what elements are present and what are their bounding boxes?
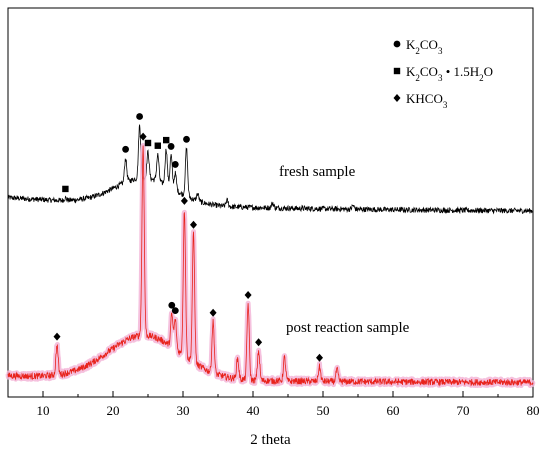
peak-marker-square-0-4 <box>154 142 161 149</box>
peak-marker-circle-1-3 <box>171 307 179 315</box>
peak-marker-diamond-1-4 <box>180 196 188 205</box>
series-label-fresh: fresh sample <box>279 164 356 180</box>
peak-marker-square-0-3 <box>144 139 152 147</box>
series-line-fresh <box>7 124 534 215</box>
legend-marker-square <box>393 67 401 75</box>
peak-marker-diamond-1-8 <box>255 338 263 347</box>
series-label-post: post reaction sample <box>286 320 410 336</box>
legend: K2CO3 K2CO3 • 1.5H2O KHCO3 <box>393 37 493 110</box>
plot-frame <box>7 7 534 398</box>
legend-marker-circle <box>393 40 401 48</box>
peak-marker-square-0-5 <box>163 136 170 144</box>
peak-marker-circle-0-6 <box>167 143 175 150</box>
x-tick-label: 10 <box>37 403 50 418</box>
peak-marker-diamond-1-6 <box>209 308 217 317</box>
peak-marker-diamond-1-7 <box>244 290 252 299</box>
legend-entry-label: K2CO3 <box>406 37 443 56</box>
peak-marker-circle-0-1 <box>122 145 129 153</box>
legend-entry-label: KHCO3 <box>406 91 448 110</box>
series-band-post <box>5 143 536 389</box>
x-axis: 10 20 30 40 50 60 70 80 <box>7 391 540 418</box>
x-axis-title: 2 theta <box>250 432 291 448</box>
legend-marker-diamond <box>393 94 401 102</box>
markers-layer <box>53 113 323 362</box>
peak-marker-circle-0-2 <box>136 113 144 120</box>
peak-marker-circle-0-8 <box>183 135 190 143</box>
x-tick-label: 60 <box>387 403 400 418</box>
x-tick-label: 20 <box>107 403 120 418</box>
peak-marker-diamond-1-0 <box>53 332 61 341</box>
peak-marker-circle-0-7 <box>171 161 179 168</box>
legend-entry-label: K2CO3 • 1.5H2O <box>406 64 493 83</box>
x-tick-label: 30 <box>177 403 190 418</box>
x-tick-label: 80 <box>527 403 540 418</box>
x-tick-label: 50 <box>317 403 330 418</box>
x-tick-label: 70 <box>457 403 470 418</box>
peak-marker-diamond-1-1 <box>139 132 147 141</box>
peak-marker-diamond-1-5 <box>190 220 197 229</box>
peak-marker-square-0-0 <box>62 185 69 193</box>
peak-marker-circle-1-2 <box>168 301 176 309</box>
curves-layer <box>5 124 536 389</box>
peak-marker-diamond-1-9 <box>316 353 323 362</box>
series-line-post <box>7 145 534 387</box>
x-tick-label: 40 <box>247 403 260 418</box>
